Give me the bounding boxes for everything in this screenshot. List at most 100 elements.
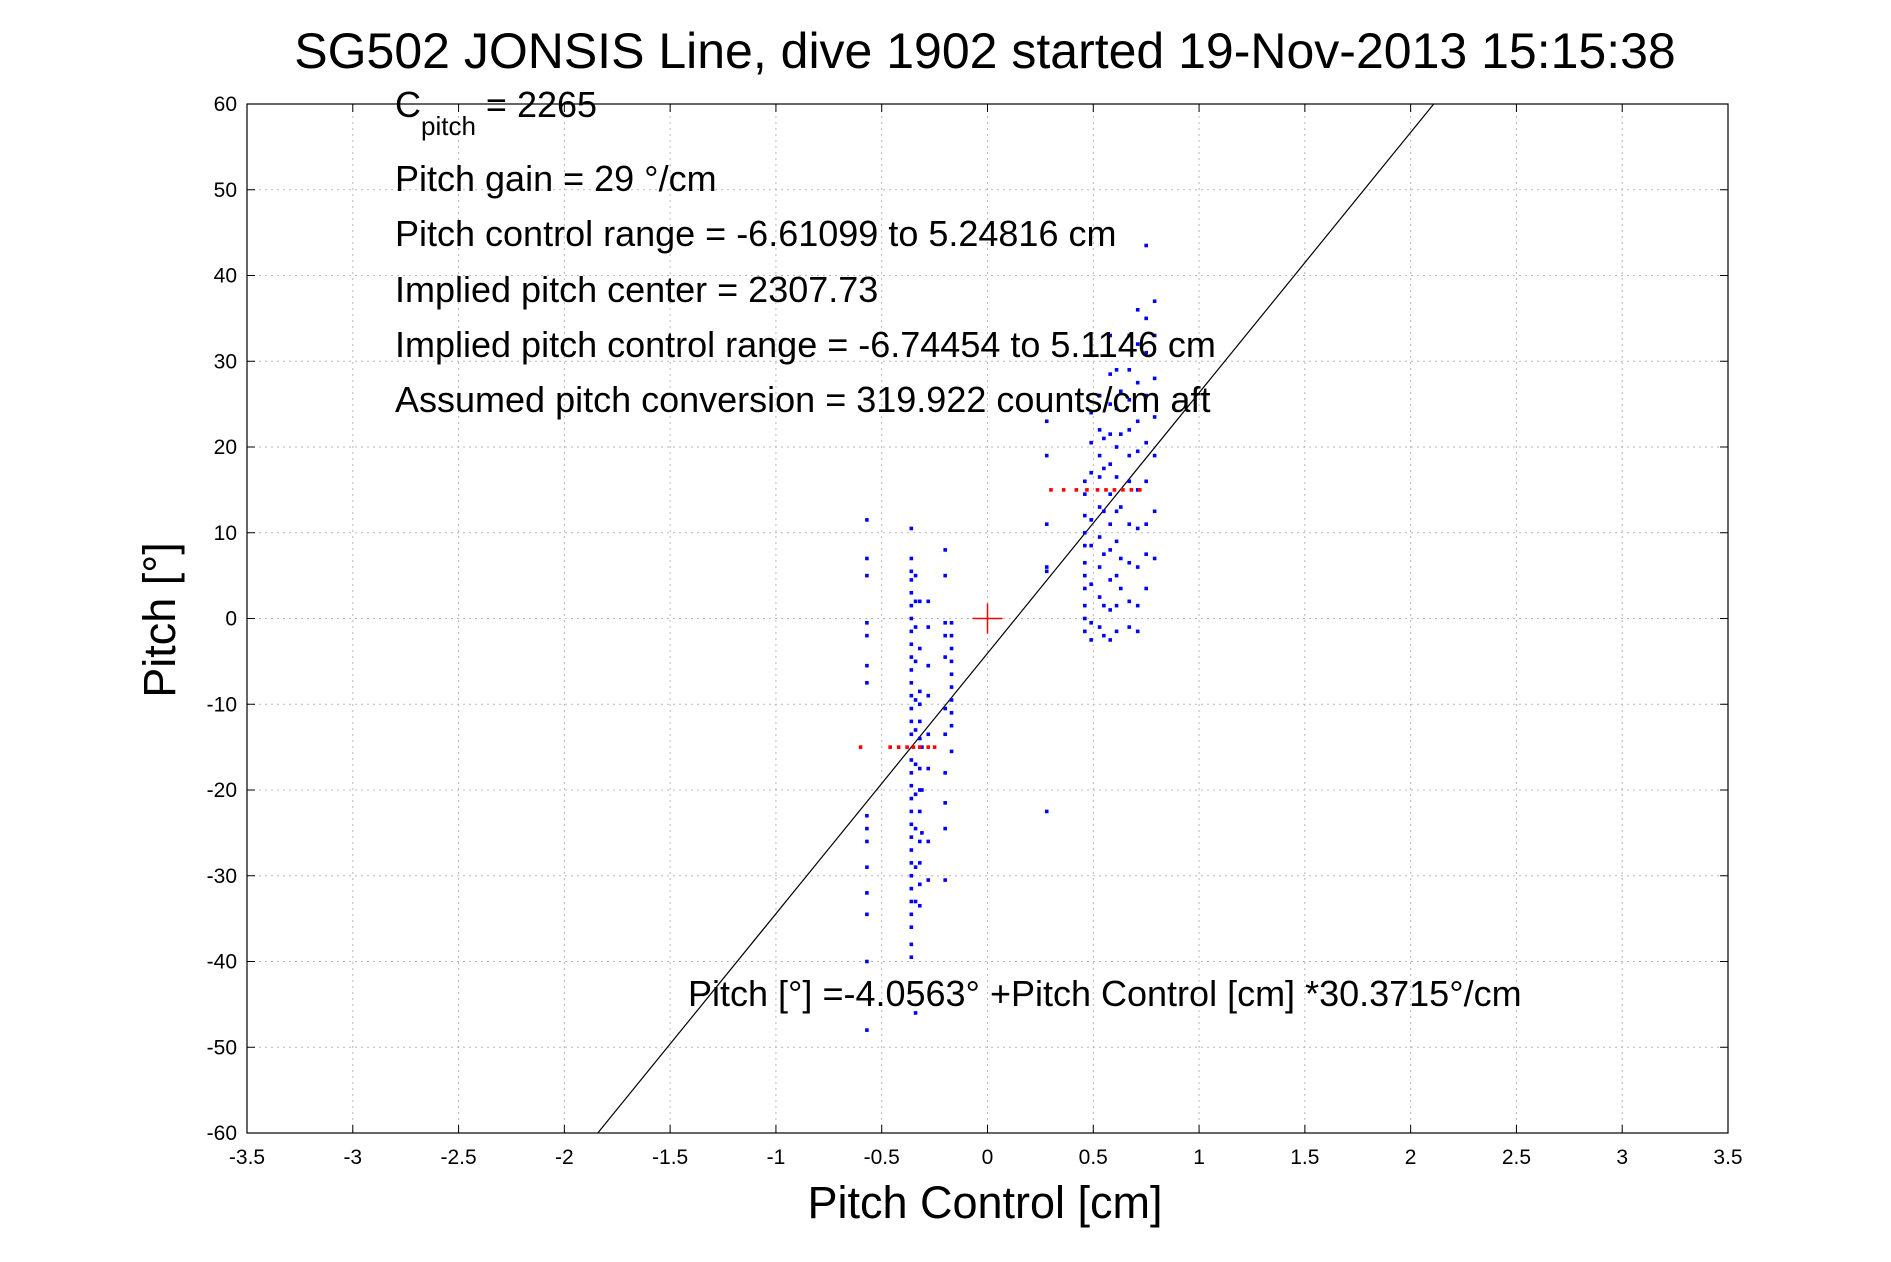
observed-point [949, 633, 954, 638]
observed-point [865, 518, 869, 522]
observed-point [920, 745, 924, 749]
observed-point [909, 668, 914, 672]
observed-point [1108, 333, 1113, 338]
x-tick-label: -1 [767, 1146, 786, 1169]
observed-point [926, 693, 931, 698]
chart-title: SG502 JONSIS Line, dive 1902 started 19-… [294, 23, 1675, 79]
observed-point [1083, 530, 1087, 535]
observed-point [865, 826, 869, 831]
center-marker [972, 603, 1003, 634]
observed-point [926, 599, 931, 604]
observed-point [917, 719, 922, 724]
binned-point [1138, 488, 1142, 492]
observed-point [1127, 522, 1132, 526]
observed-point [943, 548, 947, 552]
observed-point [909, 732, 914, 737]
observed-point [926, 732, 931, 737]
observed-point [865, 959, 869, 964]
observed-point [1097, 428, 1102, 432]
observed-point [1089, 470, 1093, 475]
observed-point [865, 912, 869, 917]
observed-point [917, 882, 922, 887]
observed-point [917, 689, 922, 694]
observed-point [913, 659, 918, 664]
observed-point [1102, 436, 1106, 441]
observed-point [1089, 518, 1093, 522]
observed-point [909, 706, 914, 711]
observed-point [909, 835, 914, 839]
observed-point [1135, 565, 1140, 569]
observed-point [1089, 410, 1093, 415]
observed-point [1083, 492, 1087, 496]
y-tick-label: 30 [214, 350, 237, 373]
observed-point [917, 766, 922, 771]
x-tick-label: -3.5 [229, 1146, 265, 1169]
implied-pitch-center-annotation: Implied pitch center = 2307.73 [395, 269, 878, 310]
x-tick-label: 1 [1193, 1146, 1205, 1169]
observed-point [1102, 633, 1106, 638]
observed-point [920, 788, 924, 792]
observed-point [1089, 620, 1093, 625]
c-pitch-subscript: pitch [421, 111, 476, 141]
observed-point [1144, 440, 1148, 445]
observed-point [1118, 389, 1123, 394]
implied-pitch-control-range-annotation: Implied pitch control range = -6.74454 t… [395, 324, 1216, 365]
x-tick-label: 1.5 [1290, 1146, 1319, 1169]
observed-point [1102, 552, 1106, 556]
observed-point [1114, 539, 1119, 544]
observed-point [1108, 372, 1113, 376]
observed-point [909, 642, 914, 647]
observed-point [1127, 599, 1132, 604]
observed-point [865, 573, 869, 578]
observed-point [909, 783, 914, 788]
observed-point [1144, 522, 1148, 526]
observed-point [1102, 466, 1106, 471]
observed-point [909, 912, 914, 917]
observed-point [1152, 453, 1157, 458]
observed-point [909, 569, 914, 574]
observed-point [1127, 453, 1132, 458]
observed-point [1114, 406, 1119, 411]
observed-point [1089, 543, 1093, 548]
observed-point [1108, 462, 1113, 466]
observed-point [1127, 479, 1132, 484]
observed-point [949, 659, 954, 664]
observed-point [917, 646, 922, 651]
binned-point [888, 745, 892, 749]
observed-point [943, 655, 947, 659]
observed-point [949, 685, 954, 689]
observed-point [913, 865, 918, 869]
observed-point [909, 771, 914, 775]
y-tick-label: 0 [225, 608, 237, 631]
scatter-points [858, 243, 1157, 1032]
y-axis-title: Pitch [°] [134, 542, 185, 698]
observed-point [1144, 316, 1148, 321]
observed-point [917, 736, 922, 741]
observed-point [1114, 603, 1119, 608]
y-tick-label: -50 [207, 1036, 237, 1059]
observed-point [1083, 513, 1087, 518]
observed-point [1135, 603, 1140, 608]
observed-point [909, 526, 914, 531]
x-tick-label: -2 [555, 1146, 574, 1169]
y-tick-label: 60 [214, 93, 237, 116]
observed-point [1144, 393, 1148, 398]
observed-point [1097, 475, 1102, 479]
observed-point [1152, 376, 1157, 381]
observed-point [1083, 603, 1087, 608]
observed-point [913, 762, 918, 767]
observed-point [1114, 368, 1119, 372]
observed-point [917, 861, 922, 865]
observed-point [1127, 560, 1132, 565]
observed-point [913, 826, 918, 831]
x-tick-label: 0.5 [1079, 1146, 1108, 1169]
observed-point [909, 955, 914, 960]
observed-point [1044, 522, 1049, 526]
observed-point [1108, 638, 1113, 642]
binned-point [1095, 488, 1100, 492]
observed-point [1097, 595, 1102, 599]
observed-point [1144, 552, 1148, 556]
observed-point [1152, 299, 1157, 304]
observed-point [949, 711, 954, 715]
